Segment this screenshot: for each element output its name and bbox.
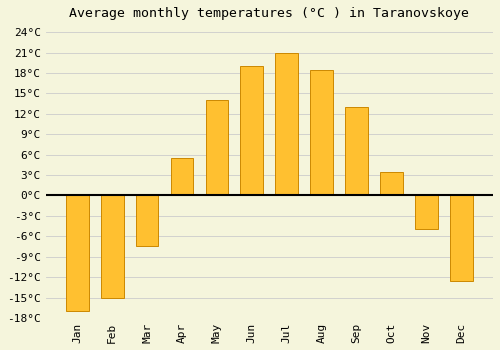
Bar <box>310 70 333 195</box>
Bar <box>380 172 403 195</box>
Bar <box>276 52 298 195</box>
Title: Average monthly temperatures (°C ) in Taranovskoye: Average monthly temperatures (°C ) in Ta… <box>70 7 469 20</box>
Bar <box>206 100 229 195</box>
Bar <box>101 195 124 298</box>
Bar <box>66 195 88 311</box>
Bar <box>450 195 472 280</box>
Bar <box>136 195 158 246</box>
Bar <box>346 107 368 195</box>
Bar <box>240 66 263 195</box>
Bar <box>415 195 438 230</box>
Bar <box>170 158 194 195</box>
